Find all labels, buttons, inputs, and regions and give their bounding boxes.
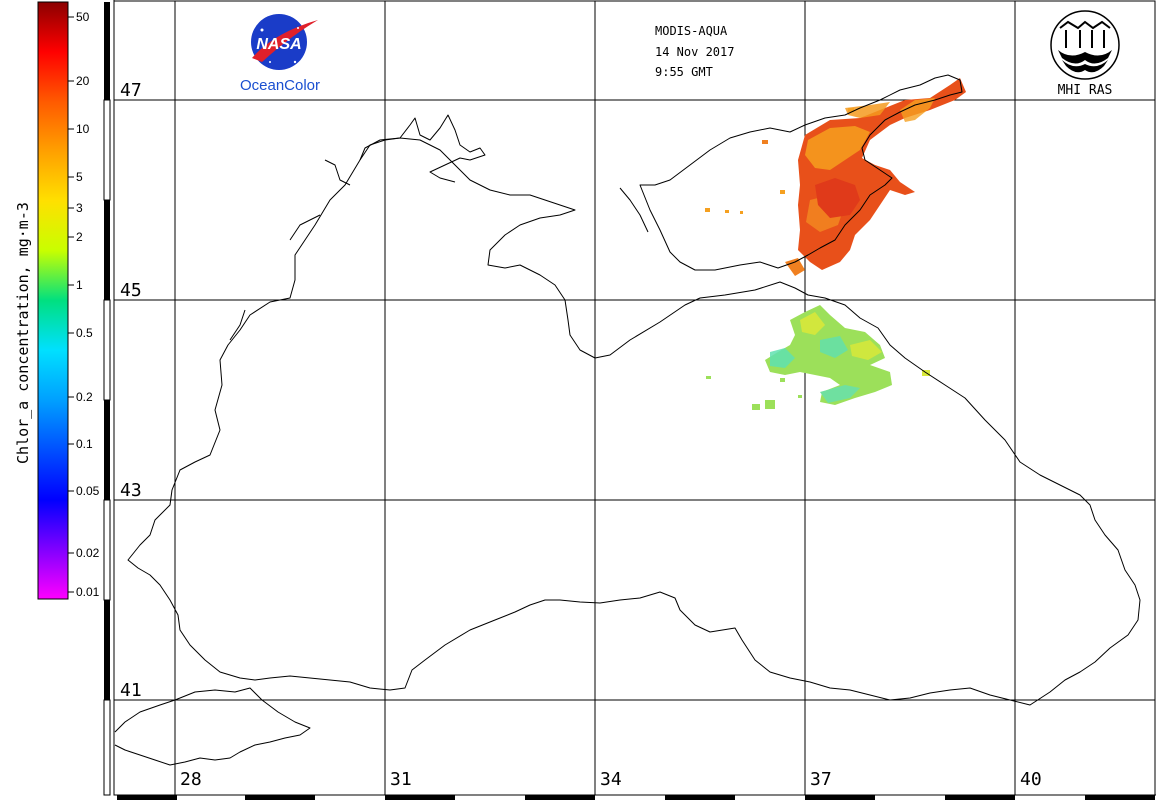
sensor-label: MODIS-AQUA: [655, 24, 728, 38]
sea-yellow-patch-2: [850, 340, 882, 360]
oceancolor-wordmark: OceanColor: [240, 77, 320, 94]
longitude-labels: 28 31 34 37 40: [180, 769, 1042, 790]
colorbar-gradient: [37, 1, 69, 600]
dot-patch: [725, 210, 729, 213]
coastline-marmara: [114, 687, 311, 766]
colorbar-tick-label: 0.05: [76, 484, 100, 498]
coastline-detail: [229, 309, 246, 341]
date-label: 14 Nov 2017: [655, 45, 734, 59]
sea-cyan-patch-3: [820, 385, 860, 403]
azov-high-chl-patch: [798, 78, 966, 270]
lon-label-40: 40: [1020, 769, 1042, 790]
dot-patch: [705, 208, 710, 212]
lat-label-41: 41: [120, 680, 142, 701]
azov-red-patch: [815, 178, 860, 218]
sea-yellow-patch: [800, 312, 825, 335]
colorbar-tick-label: 2: [76, 230, 83, 244]
chlorophyll-patches: [705, 78, 966, 410]
time-label: 9:55 GMT: [655, 65, 713, 79]
header-info: MODIS-AQUA 14 Nov 2017 9:55 GMT: [655, 24, 734, 79]
dot-patch: [780, 378, 785, 382]
coastline-azov: [639, 74, 963, 271]
map-grid: [113, 0, 1156, 796]
dot-patch: [706, 376, 711, 379]
lon-label-34: 34: [600, 769, 622, 790]
bottom-scale-strip: [114, 794, 1156, 800]
colorbar-ticks: 50 20 10 5 3 2 1 0.5 0.2 0.1 0.05 0.02 0.01: [68, 10, 100, 599]
dot-patch: [765, 400, 775, 409]
colorbar-tick-label: 0.1: [76, 437, 93, 451]
colorbar-tick-label: 50: [76, 10, 90, 24]
azov-orange-patch: [805, 126, 870, 170]
dot-patch: [780, 190, 785, 194]
lon-label-37: 37: [810, 769, 832, 790]
nasa-wordmark: NASA: [256, 36, 301, 53]
mhi-logo: MHI RAS: [1050, 10, 1120, 98]
coastline-detail: [289, 214, 321, 241]
colorbar-title: Chlor_a concentration, mg·m-3: [14, 202, 32, 464]
nasa-swoosh-icon: [252, 20, 318, 62]
coastline-nw: [359, 114, 486, 183]
lat-label-45: 45: [120, 280, 142, 301]
lon-label-28: 28: [180, 769, 202, 790]
colorbar-tick-label: 0.5: [76, 326, 93, 340]
colorbar-tick-label: 0.02: [76, 546, 100, 560]
dot-patch: [752, 404, 760, 410]
lat-label-43: 43: [120, 480, 142, 501]
colorbar-tick-label: 10: [76, 122, 90, 136]
colorbar-tick-label: 0.2: [76, 390, 93, 404]
colorbar-tick-label: 3: [76, 201, 83, 215]
dot-patch: [740, 211, 743, 214]
coastline-main: [127, 137, 1141, 706]
sea-cyan-patch-2: [820, 336, 848, 358]
dot-patch: [798, 395, 802, 398]
coastline: [114, 74, 1141, 766]
sea-cyan-patch: [770, 348, 795, 368]
left-scale-strip: [103, 0, 115, 796]
dot-patch: [848, 108, 854, 112]
coastline-detail: [324, 159, 351, 186]
azov-orange-patch-2: [845, 102, 890, 118]
mhi-wordmark: MHI RAS: [1058, 83, 1113, 98]
azov-orange-patch-3: [900, 98, 935, 122]
mhi-emblem-icon: [1050, 10, 1120, 80]
nasa-logo: NASA OceanColor: [240, 14, 320, 94]
lon-label-31: 31: [390, 769, 412, 790]
colorbar-tick-label: 20: [76, 74, 90, 88]
kerch-orange-patch: [785, 258, 805, 276]
colorbar-tick-label: 5: [76, 170, 83, 184]
lat-label-47: 47: [120, 80, 142, 101]
coastline-detail: [619, 187, 649, 233]
colorbar-tick-label: 0.01: [76, 585, 100, 599]
colorbar-tick-label: 1: [76, 278, 83, 292]
dot-patch: [762, 140, 768, 144]
latitude-labels: 47 45 43 41: [120, 80, 142, 701]
colorbar: 50 20 10 5 3 2 1 0.5 0.2 0.1 0.05 0.02 0.01 Chlor_a …: [14, 1, 100, 600]
